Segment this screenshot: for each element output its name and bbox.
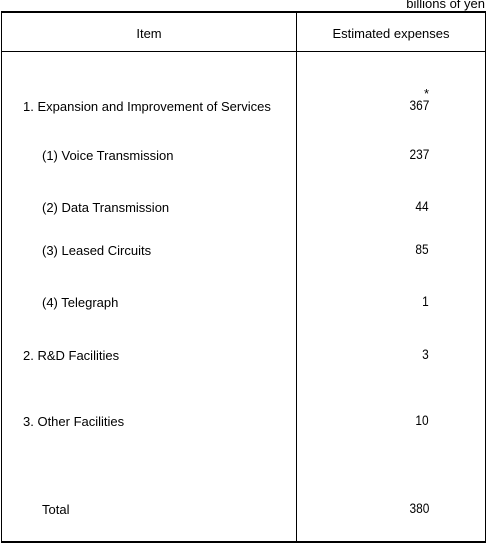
row-label-voice: (1) Voice Transmission	[42, 148, 174, 163]
unit-note: billions of yen	[406, 0, 485, 11]
row-label-telegraph: (4) Telegraph	[42, 295, 119, 310]
row-label-total: Total	[42, 502, 70, 517]
row-value-telegraph: 1	[422, 293, 429, 309]
header-divider	[2, 51, 485, 52]
row-value-data: 44	[415, 198, 429, 214]
header-item: Item	[136, 26, 162, 41]
row-value-leased: 85	[415, 241, 429, 257]
row-value-rnd: 3	[422, 346, 429, 362]
header-estimated-expenses: Estimated expenses	[332, 26, 450, 41]
row-value-expansion: 367	[409, 97, 429, 113]
row-value-other: 10	[415, 412, 429, 428]
row-label-data: (2) Data Transmission	[42, 200, 170, 215]
footnote-mark: *	[423, 86, 429, 101]
expenses-table: Item Estimated expenses 1. Expansion and…	[1, 11, 486, 543]
row-label-other: 3. Other Facilities	[23, 414, 125, 429]
row-label-leased: (3) Leased Circuits	[42, 243, 152, 258]
row-value-total: 380	[409, 500, 429, 516]
row-value-voice: 237	[409, 146, 429, 162]
column-divider	[296, 13, 297, 541]
row-label-expansion: 1. Expansion and Improvement of Services	[23, 99, 271, 114]
row-label-rnd: 2. R&D Facilities	[23, 348, 120, 363]
